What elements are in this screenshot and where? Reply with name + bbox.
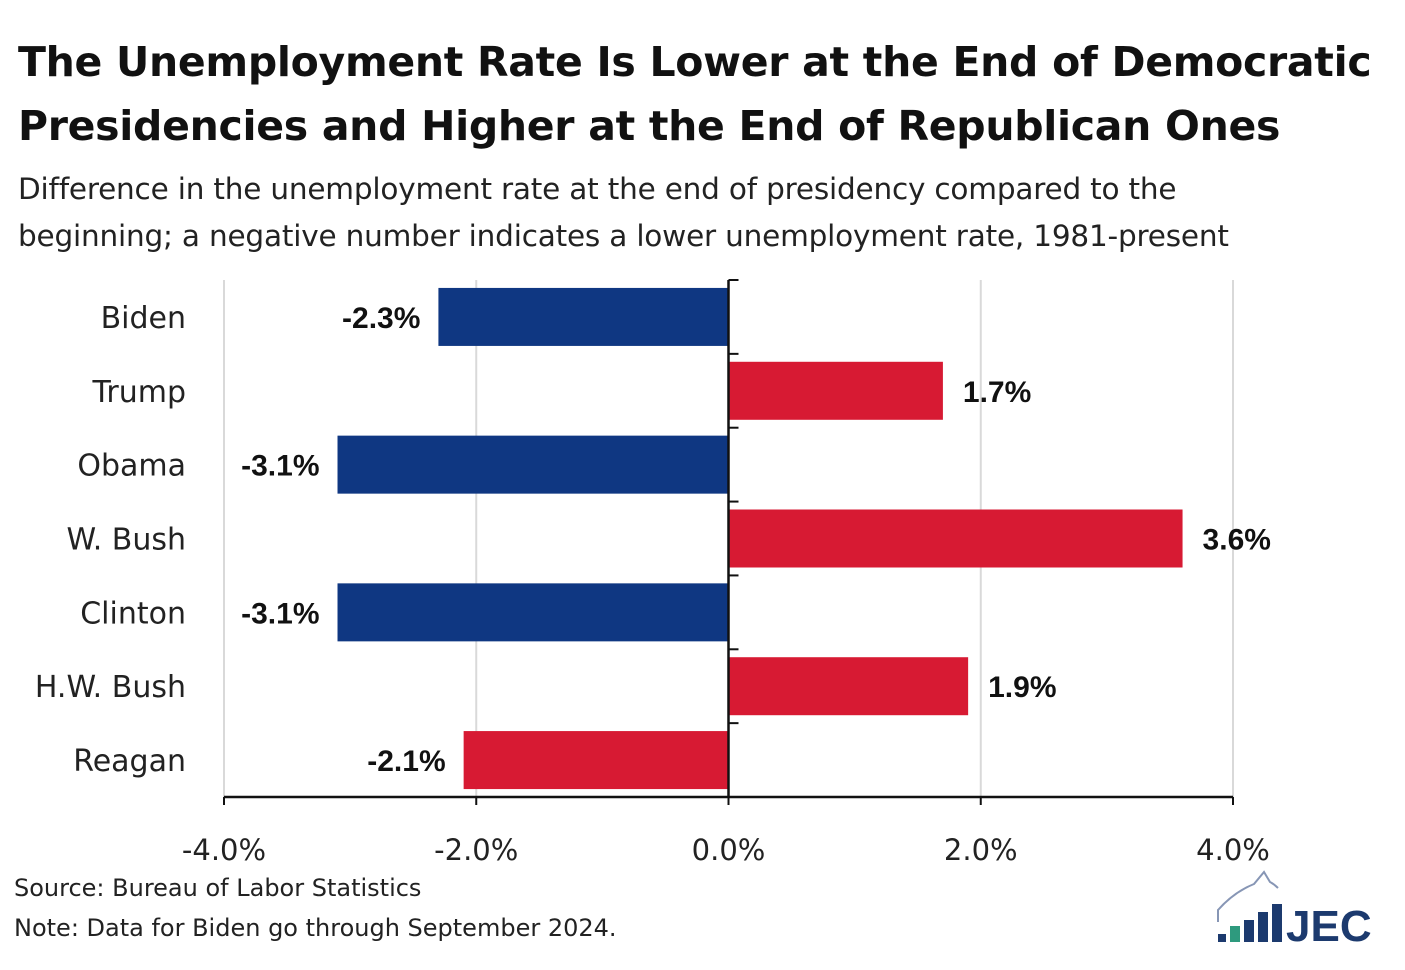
bar-h-w-bush: [728, 657, 969, 716]
data-label: 3.6%: [1203, 524, 1271, 557]
data-label: 1.9%: [988, 671, 1056, 704]
chart-title: The Unemployment Rate Is Lower at the En…: [18, 30, 1372, 158]
bar-biden: [438, 287, 729, 346]
x-tick-label: 0.0%: [692, 833, 766, 867]
category-label: H.W. Bush: [35, 670, 186, 705]
category-label: Clinton: [80, 596, 186, 631]
category-label: Obama: [77, 449, 186, 484]
data-label: 1.7%: [963, 376, 1031, 409]
source-note: Source: Bureau of Labor Statistics: [14, 874, 422, 902]
x-tick-label: 2.0%: [944, 833, 1018, 867]
subtitle-line-1: Difference in the unemployment rate at t…: [18, 172, 1177, 206]
bar-reagan: [463, 731, 729, 790]
data-label: -2.1%: [367, 745, 445, 778]
x-tick-label: 4.0%: [1196, 833, 1270, 867]
subtitle-line-2: beginning; a negative number indicates a…: [18, 219, 1229, 253]
category-label: W. Bush: [66, 523, 186, 558]
bar-clinton: [337, 583, 729, 642]
category-label: Trump: [91, 375, 186, 410]
category-label: Reagan: [73, 744, 186, 779]
bar-obama: [337, 435, 729, 494]
bar-w-bush: [728, 509, 1183, 568]
data-label: -3.1%: [241, 597, 319, 630]
jec-logo: JEC: [1214, 870, 1394, 954]
x-tick-label: -4.0%: [182, 833, 266, 867]
chart-subtitle: Difference in the unemployment rate at t…: [18, 166, 1229, 260]
bar-trump: [728, 361, 943, 420]
data-label: -2.3%: [342, 302, 420, 335]
category-label: Biden: [101, 301, 186, 336]
data-note: Note: Data for Biden go through Septembe…: [14, 914, 617, 942]
x-tick-label: -2.0%: [434, 833, 518, 867]
title-line-2: Presidencies and Higher at the End of Re…: [18, 102, 1281, 150]
title-line-1: The Unemployment Rate Is Lower at the En…: [18, 38, 1372, 86]
data-label: -3.1%: [241, 450, 319, 483]
logo-text: JEC: [1286, 902, 1372, 950]
